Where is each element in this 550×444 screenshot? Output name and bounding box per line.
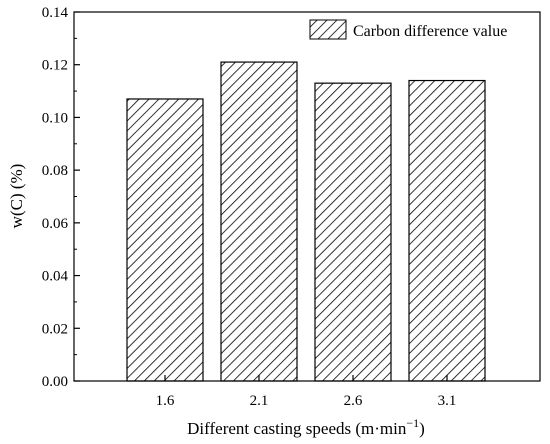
x-axis: 1.6 2.1 2.6 3.1 xyxy=(156,375,457,409)
y-axis-title: w(C) (%) xyxy=(7,164,26,229)
y-tick-label: 0.10 xyxy=(42,110,68,126)
y-tick-label: 0.00 xyxy=(42,374,68,390)
bars-group xyxy=(126,61,486,382)
y-axis: 0.00 0.02 0.04 0.06 0.08 0.10 0.12 0.14 xyxy=(42,5,80,390)
bar-3.1 xyxy=(408,79,486,382)
legend-swatch xyxy=(309,19,347,40)
legend-label: Carbon difference value xyxy=(353,23,507,40)
x-axis-title-close: ) xyxy=(419,419,425,438)
x-axis-title-main: Different casting speeds (m·min xyxy=(187,419,407,438)
bar-1.6 xyxy=(126,98,204,382)
y-tick-label: 0.02 xyxy=(42,321,68,337)
x-tick-label: 2.1 xyxy=(250,393,269,409)
x-tick-label: 2.6 xyxy=(344,393,363,409)
x-tick-label: 1.6 xyxy=(156,393,175,409)
bar-2.1 xyxy=(220,61,298,382)
legend: Carbon difference value xyxy=(309,19,507,40)
y-tick-label: 0.08 xyxy=(42,163,68,179)
x-axis-title-exponent: −1 xyxy=(406,416,419,430)
x-tick-label: 3.1 xyxy=(438,393,457,409)
bar-2.6 xyxy=(314,82,392,382)
y-tick-label: 0.12 xyxy=(42,58,68,74)
y-tick-label: 0.04 xyxy=(42,269,69,285)
x-axis-title: Different casting speeds (m·min−1) xyxy=(187,416,425,438)
y-tick-label: 0.06 xyxy=(42,216,69,232)
y-tick-label: 0.14 xyxy=(42,5,69,21)
